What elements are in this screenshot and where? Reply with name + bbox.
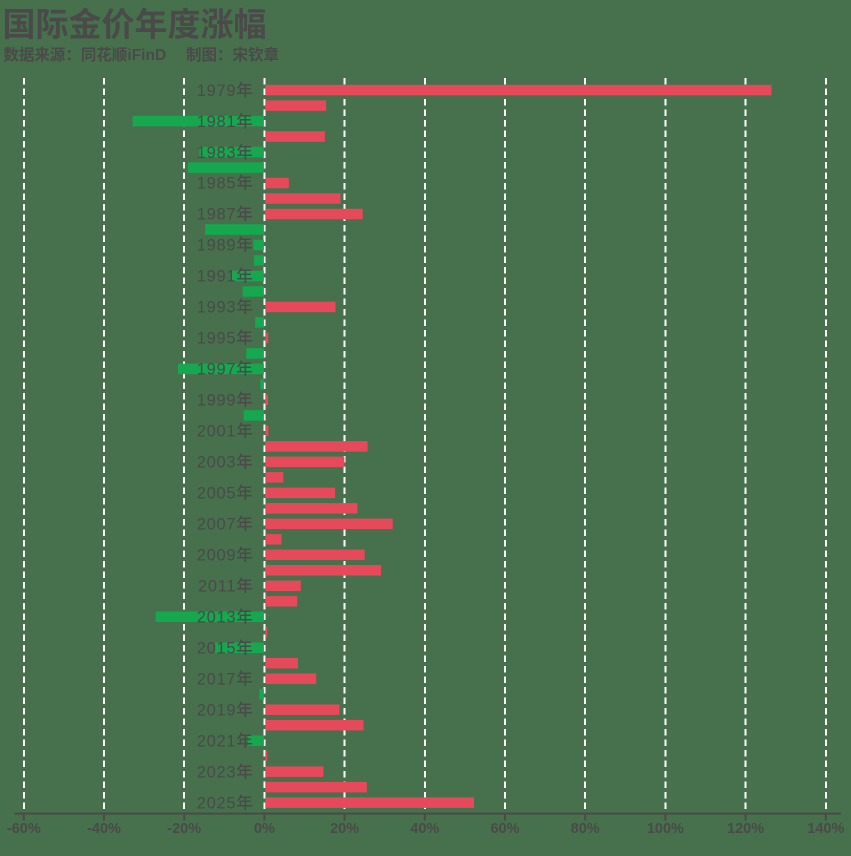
svg-text:2015年: 2015年 <box>197 634 254 658</box>
svg-text:140%: 140% <box>807 817 844 838</box>
svg-text:1989年: 1989年 <box>197 232 254 256</box>
svg-text:2007年: 2007年 <box>197 511 254 535</box>
svg-text:-20%: -20% <box>167 817 201 838</box>
svg-text:2009年: 2009年 <box>197 542 254 566</box>
svg-text:2001年: 2001年 <box>197 418 254 442</box>
svg-text:2023年: 2023年 <box>197 758 254 782</box>
svg-text:1995年: 1995年 <box>197 325 254 349</box>
svg-text:-60%: -60% <box>7 817 41 838</box>
svg-text:1981年: 1981年 <box>197 108 254 132</box>
svg-text:1991年: 1991年 <box>197 263 254 287</box>
svg-text:1993年: 1993年 <box>197 294 254 318</box>
svg-text:2017年: 2017年 <box>197 665 254 689</box>
svg-text:2011年: 2011年 <box>198 573 253 597</box>
svg-text:1999年: 1999年 <box>197 387 254 411</box>
svg-text:数据来源：同花顺iFinD 制图：宋钦章: 数据来源：同花顺iFinD 制图：宋钦章 <box>3 43 279 65</box>
svg-text:1983年: 1983年 <box>197 139 254 163</box>
svg-text:2005年: 2005年 <box>197 480 254 504</box>
svg-text:40%: 40% <box>410 817 439 838</box>
svg-text:60%: 60% <box>490 817 519 838</box>
svg-text:20%: 20% <box>330 817 359 838</box>
svg-text:2025年: 2025年 <box>197 789 254 813</box>
svg-text:120%: 120% <box>727 817 764 838</box>
svg-text:2019年: 2019年 <box>197 696 254 720</box>
svg-text:2021年: 2021年 <box>197 727 254 751</box>
svg-text:2013年: 2013年 <box>197 604 254 628</box>
svg-text:2003年: 2003年 <box>197 449 254 473</box>
svg-text:0%: 0% <box>254 817 275 838</box>
svg-text:1985年: 1985年 <box>197 170 254 194</box>
svg-text:1979年: 1979年 <box>197 77 254 101</box>
svg-text:100%: 100% <box>647 817 684 838</box>
svg-text:1997年: 1997年 <box>197 356 254 380</box>
svg-text:1987年: 1987年 <box>197 201 254 225</box>
svg-text:国际金价年度涨幅: 国际金价年度涨幅 <box>3 0 267 46</box>
svg-text:80%: 80% <box>571 817 600 838</box>
svg-text:-40%: -40% <box>87 817 121 838</box>
